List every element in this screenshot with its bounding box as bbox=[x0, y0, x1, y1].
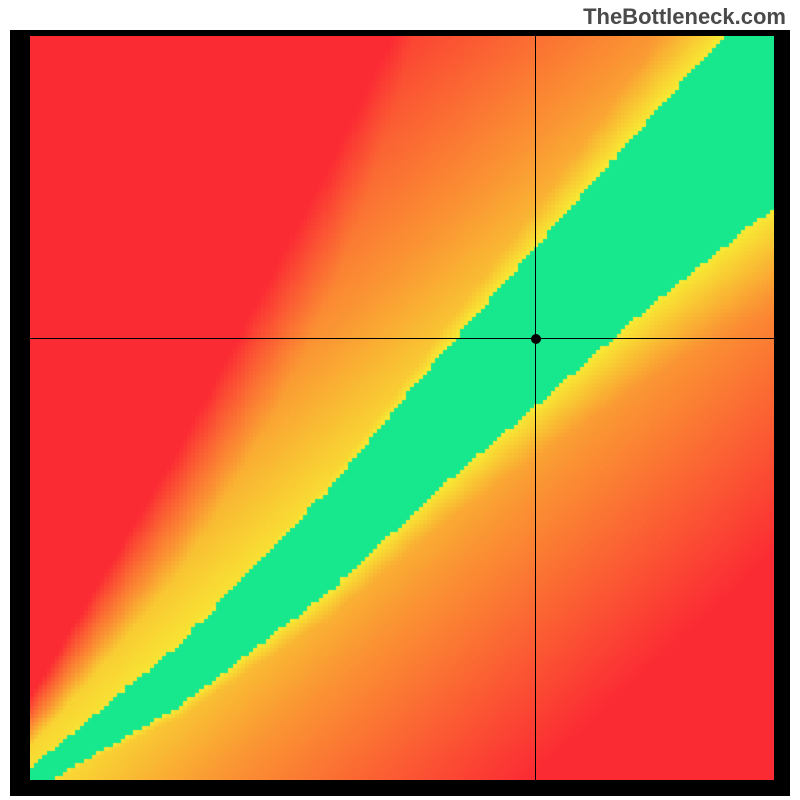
watermark-text: TheBottleneck.com bbox=[583, 4, 786, 30]
crosshair-horizontal bbox=[30, 338, 774, 339]
plot-area bbox=[30, 36, 774, 780]
bottleneck-heatmap bbox=[30, 36, 774, 780]
marker-dot bbox=[531, 334, 541, 344]
crosshair-vertical bbox=[535, 36, 536, 780]
chart-container: { "watermark": { "text": "TheBottleneck.… bbox=[0, 0, 800, 800]
